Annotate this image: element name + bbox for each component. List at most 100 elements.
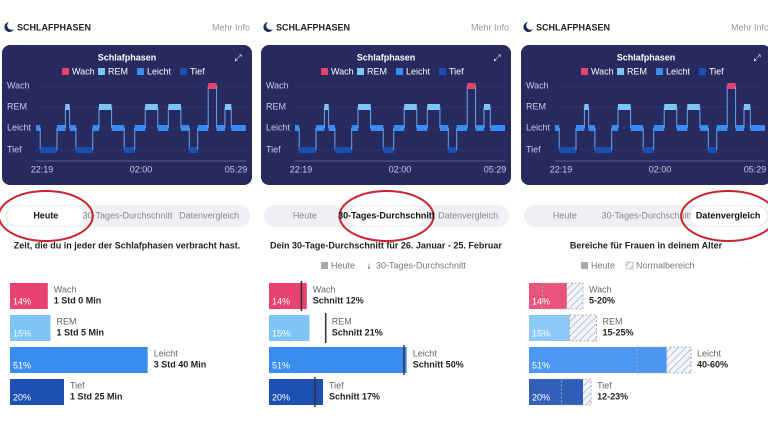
hypnogram-segment bbox=[57, 125, 66, 131]
hypnogram-segment bbox=[299, 147, 316, 153]
legend-swatch bbox=[656, 68, 663, 75]
legend-label: Wach bbox=[331, 66, 354, 76]
legend-label: Heute bbox=[591, 260, 615, 270]
hypnogram-segment bbox=[467, 83, 476, 89]
hypnogram-segment bbox=[584, 104, 589, 110]
legend-swatch bbox=[617, 68, 624, 75]
hypnogram-segment bbox=[370, 125, 384, 131]
tab[interactable]: 30-Tages-Durchschnitt bbox=[601, 210, 692, 220]
normal-range-outline bbox=[569, 314, 597, 342]
expand-icon: ⤢ bbox=[752, 52, 760, 62]
legend-label: Tief bbox=[449, 66, 464, 76]
moon-icon bbox=[4, 22, 14, 32]
legend-label: Tief bbox=[190, 66, 205, 76]
section-title: SCHLAFPHASEN bbox=[17, 22, 91, 32]
stage-name: Wach bbox=[54, 284, 77, 294]
percent-label: 20% bbox=[13, 392, 31, 402]
hypnogram-segment bbox=[653, 125, 665, 131]
legend-swatch bbox=[357, 68, 364, 75]
legend-icon bbox=[321, 262, 328, 269]
stage-detail: 15-25% bbox=[603, 327, 634, 337]
hypnogram-segment bbox=[716, 125, 728, 131]
tab[interactable]: 30-Tages-Durchschnitt bbox=[338, 210, 435, 220]
expand-icon: ⤢ bbox=[233, 52, 241, 62]
tab[interactable]: Heute bbox=[293, 210, 317, 220]
time-label: 22:19 bbox=[290, 164, 313, 174]
stage-bar bbox=[529, 283, 567, 309]
subtitle: Zeit, die du in jeder der Schlafphasen v… bbox=[14, 240, 241, 250]
highlight-circle bbox=[338, 190, 435, 242]
tab[interactable]: Heute bbox=[553, 210, 577, 220]
stage-name: Tief bbox=[329, 380, 344, 390]
stage-bar bbox=[529, 315, 570, 341]
more-info-link[interactable]: Mehr Info bbox=[212, 22, 250, 32]
highlight-circle bbox=[0, 190, 94, 242]
hypnogram-segment bbox=[358, 104, 371, 110]
hypnogram-segment bbox=[157, 125, 169, 131]
percent-label: 20% bbox=[532, 392, 550, 402]
legend-label: REM bbox=[367, 66, 387, 76]
stage-name: Wach bbox=[313, 284, 336, 294]
stage-bar bbox=[10, 283, 48, 309]
level-label: Tief bbox=[266, 144, 281, 154]
hypnogram-segment bbox=[145, 104, 158, 110]
percent-label: 14% bbox=[13, 296, 31, 306]
section-title: SCHLAFPHASEN bbox=[276, 22, 350, 32]
hypnogram-segment bbox=[295, 125, 300, 131]
time-label: 05:29 bbox=[484, 164, 507, 174]
hypnogram-segment bbox=[618, 104, 631, 110]
percent-label: 14% bbox=[272, 296, 290, 306]
subtitle: Bereiche für Frauen in deinem Alter bbox=[570, 240, 723, 250]
percent-label: 15% bbox=[532, 328, 550, 338]
tab[interactable]: Datenvergleich bbox=[179, 210, 239, 220]
hypnogram-segment bbox=[699, 125, 709, 131]
hypnogram-segment bbox=[92, 125, 99, 131]
hypnogram-segment bbox=[36, 125, 41, 131]
stage-detail: Schnitt 17% bbox=[329, 391, 380, 401]
hypnogram-segment bbox=[393, 125, 405, 131]
hypnogram-segment bbox=[559, 147, 576, 153]
legend-label: Heute bbox=[331, 260, 355, 270]
highlight-circle bbox=[680, 190, 768, 242]
stage-name: Leicht bbox=[697, 348, 722, 358]
hypnogram-segment bbox=[216, 125, 225, 131]
hypnogram-segment bbox=[189, 147, 198, 153]
level-label: Wach bbox=[266, 80, 289, 90]
legend-label: 30-Tages-Durchschnitt bbox=[376, 260, 467, 270]
hypnogram-segment bbox=[225, 104, 232, 110]
tab[interactable]: Datenvergleich bbox=[438, 210, 498, 220]
tab[interactable]: Heute bbox=[33, 210, 58, 220]
hypnogram-segment bbox=[180, 125, 190, 131]
hypnogram-segment bbox=[630, 125, 644, 131]
level-label: REM bbox=[526, 101, 546, 111]
hypnogram-segment bbox=[416, 125, 428, 131]
hypnogram-segment bbox=[555, 125, 560, 131]
tab[interactable]: Datenvergleich bbox=[696, 210, 761, 220]
more-info-link[interactable]: Mehr Info bbox=[731, 22, 768, 32]
level-label: Leicht bbox=[266, 122, 291, 132]
hypnogram-segment bbox=[197, 125, 209, 131]
hypnogram-segment bbox=[328, 125, 335, 131]
hypnogram-segment bbox=[448, 147, 457, 153]
moon-icon bbox=[263, 22, 273, 32]
hypnogram-segment bbox=[588, 125, 595, 131]
hypnogram-segment bbox=[124, 147, 135, 153]
stage-name: Leicht bbox=[413, 348, 438, 358]
stage-detail: 40-60% bbox=[697, 359, 728, 369]
hypnogram-segment bbox=[208, 83, 217, 89]
hypnogram-segment bbox=[744, 104, 751, 110]
level-label: Wach bbox=[526, 80, 549, 90]
more-info-link[interactable]: Mehr Info bbox=[471, 22, 509, 32]
legend-label: Leicht bbox=[406, 66, 431, 76]
hypnogram-segment bbox=[664, 104, 677, 110]
hypnogram-segment bbox=[475, 125, 484, 131]
level-label: Leicht bbox=[526, 122, 551, 132]
legend-label: Wach bbox=[72, 66, 95, 76]
legend-icon bbox=[581, 262, 588, 269]
level-label: REM bbox=[266, 101, 286, 111]
legend-swatch bbox=[699, 68, 706, 75]
tab[interactable]: 30-Tages-Durchschnitt bbox=[82, 210, 173, 220]
stage-detail: 1 Std 5 Min bbox=[57, 327, 105, 337]
stage-bar bbox=[10, 347, 148, 373]
hypnogram-segment bbox=[316, 125, 325, 131]
